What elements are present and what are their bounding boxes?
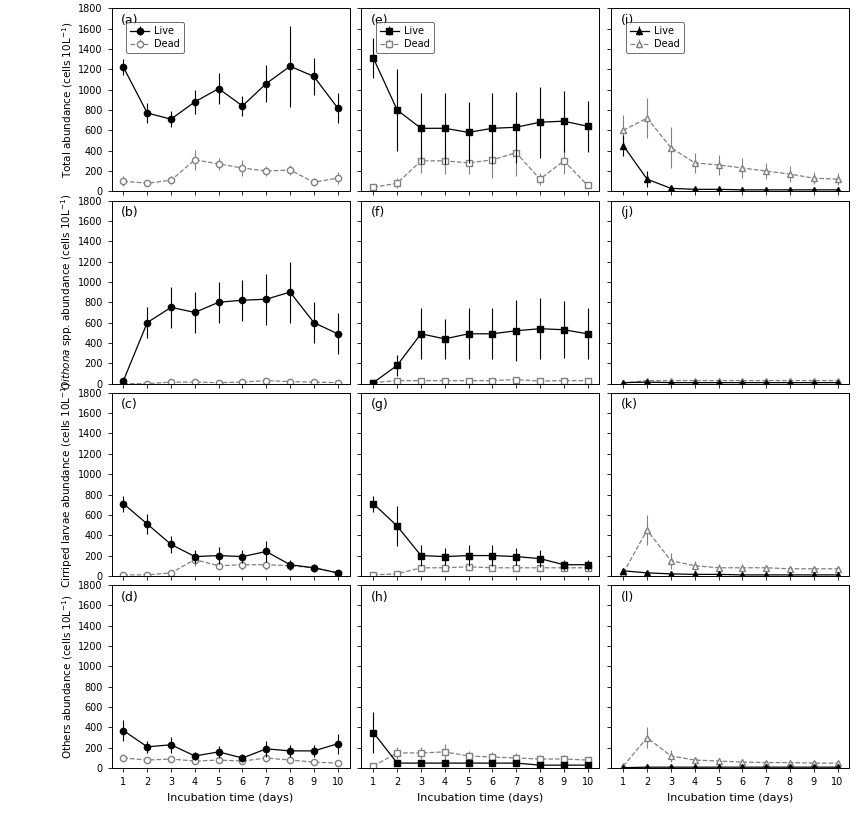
Text: (c): (c) xyxy=(121,398,138,411)
Legend: Live, Dead: Live, Dead xyxy=(625,22,684,53)
Y-axis label: Others abundance (cells 10L$^{-1}$): Others abundance (cells 10L$^{-1}$) xyxy=(60,594,76,759)
Text: (k): (k) xyxy=(621,398,637,411)
Text: (i): (i) xyxy=(621,14,634,26)
X-axis label: Incubation time (days): Incubation time (days) xyxy=(417,793,544,803)
Text: (a): (a) xyxy=(121,14,138,26)
Text: (j): (j) xyxy=(621,206,634,219)
Text: (h): (h) xyxy=(371,591,389,604)
Legend: Live, Dead: Live, Dead xyxy=(126,22,184,53)
Y-axis label: Total abundance (cells 10L$^{-1}$): Total abundance (cells 10L$^{-1}$) xyxy=(60,21,76,178)
Y-axis label: $Oithona$ spp. abundance (cells 10L$^{-1}$): $Oithona$ spp. abundance (cells 10L$^{-1… xyxy=(59,194,76,390)
Text: (e): (e) xyxy=(371,14,389,26)
Text: (d): (d) xyxy=(121,591,139,604)
Text: (g): (g) xyxy=(371,398,389,411)
X-axis label: Incubation time (days): Incubation time (days) xyxy=(668,793,794,803)
Text: (f): (f) xyxy=(371,206,385,219)
Y-axis label: Cirriped larvae abundance (cells 10L$^{-1}$): Cirriped larvae abundance (cells 10L$^{-… xyxy=(59,381,76,588)
Text: (b): (b) xyxy=(121,206,139,219)
X-axis label: Incubation time (days): Incubation time (days) xyxy=(167,793,293,803)
Legend: Live, Dead: Live, Dead xyxy=(376,22,433,53)
Text: (l): (l) xyxy=(621,591,634,604)
